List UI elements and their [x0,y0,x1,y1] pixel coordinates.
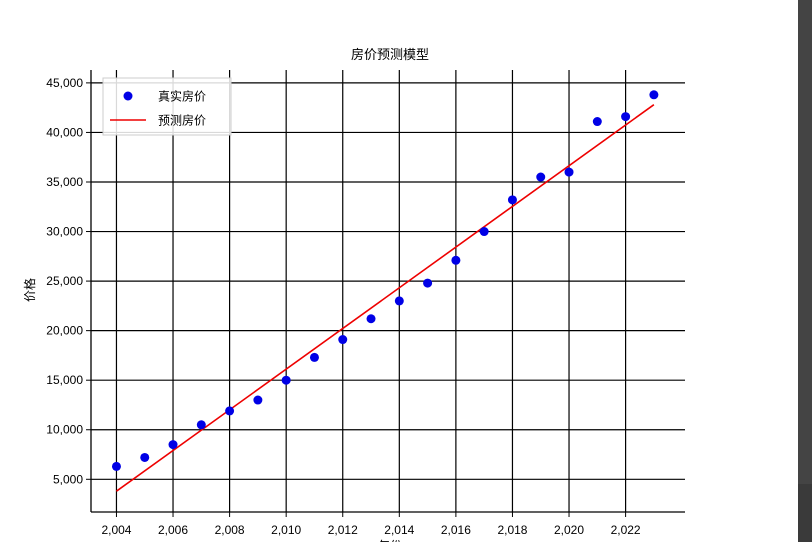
window-edge [798,0,812,542]
y-tick-label: 10,000 [46,423,83,437]
y-tick-label: 30,000 [46,225,83,239]
x-tick-label: 2,008 [215,523,245,537]
actual-price-point [592,117,602,127]
y-tick-label: 25,000 [46,274,83,288]
actual-price-point [649,90,659,100]
legend-box [102,77,232,136]
y-tick-label: 5,000 [53,472,83,486]
actual-price-point [621,112,631,122]
actual-price-point [225,406,235,416]
axes: 2,004 2,006 2,008 2,010 2,012 2,014 2,016 2,018… [46,70,685,537]
x-tick-label: 2,006 [158,523,188,537]
actual-price-point [281,375,291,385]
x-tick-label: 2,010 [271,523,301,537]
actual-price-point [536,172,546,182]
actual-price-point [196,420,206,430]
y-tick-label: 45,000 [46,76,83,90]
y-tick-label: 20,000 [46,324,83,338]
actual-price-point [140,452,150,462]
x-tick-label: 2,012 [328,523,358,537]
legend-label-actual: 真实房价 [158,89,206,104]
actual-price-point [479,227,489,237]
actual-price-point [394,296,404,306]
legend: 真实房价 预测房价 [102,77,232,136]
legend-marker-actual [123,91,133,101]
chart-title: 房价预测模型 [351,47,429,62]
data-series [111,90,659,492]
actual-price-point [366,314,376,324]
actual-price-point [253,395,263,405]
x-tick-label: 2,016 [441,523,471,537]
actual-price-point [168,440,178,450]
x-tick-label: 2,014 [384,523,414,537]
actual-price-point [111,461,121,471]
y-tick-label: 35,000 [46,175,83,189]
actual-price-point [507,195,517,205]
actual-price-point [451,255,461,265]
x-tick-label: 2,004 [101,523,131,537]
predicted-price-line [115,104,655,492]
legend-label-predicted: 预测房价 [158,113,206,128]
window-edge-lower [798,484,812,542]
y-tick-label: 15,000 [46,373,83,387]
x-tick-label: 2,022 [611,523,641,537]
actual-price-point [423,278,433,288]
actual-price-point [338,335,348,345]
y-tick-label: 40,000 [46,125,83,139]
actual-price-point [309,352,319,362]
actual-price-point [564,167,574,177]
x-tick-label: 2,020 [554,523,584,537]
x-tick-label: 2,018 [497,523,527,537]
y-axis-label: 价格 [22,278,37,302]
